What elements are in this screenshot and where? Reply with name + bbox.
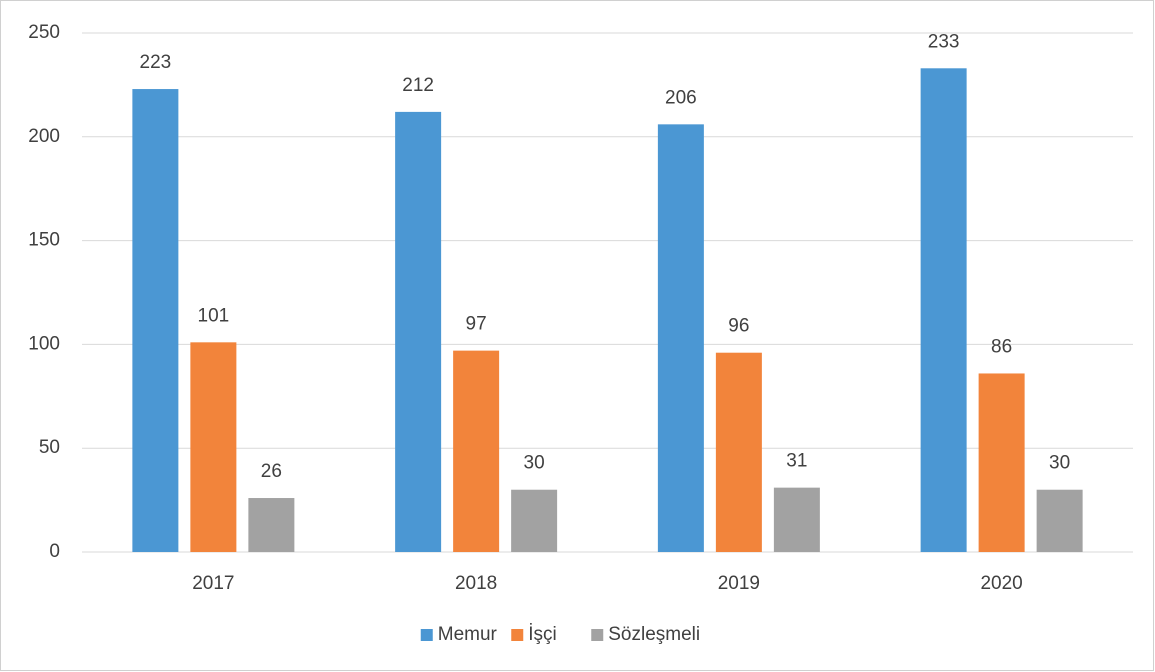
data-label: 233 (928, 31, 960, 52)
x-tick-label: 2018 (455, 573, 497, 594)
data-label: 26 (261, 461, 282, 482)
legend-label: Memur (438, 624, 498, 645)
data-label: 86 (991, 336, 1012, 357)
data-label: 212 (402, 75, 434, 96)
x-tick-label: 2019 (718, 573, 760, 594)
legend-swatch (591, 629, 604, 641)
x-tick-label: 2017 (192, 573, 234, 594)
y-tick-label: 150 (28, 230, 60, 251)
bar (715, 352, 762, 552)
data-label: 31 (786, 451, 807, 472)
y-tick-label: 250 (28, 22, 60, 43)
data-label: 101 (198, 305, 230, 326)
legend-swatch (420, 629, 433, 641)
legend-swatch (511, 629, 524, 641)
bar (248, 498, 295, 552)
data-label: 96 (728, 316, 749, 337)
y-tick-label: 0 (49, 541, 60, 562)
bar (1036, 489, 1083, 552)
x-tick-label: 2020 (980, 573, 1022, 594)
bar (773, 487, 820, 552)
bar (978, 373, 1025, 552)
bar (920, 68, 967, 553)
bar (453, 350, 500, 552)
y-tick-label: 50 (39, 437, 60, 458)
bar (395, 111, 442, 552)
bar (190, 342, 237, 552)
data-label: 206 (665, 87, 697, 108)
legend-label: İşçi (528, 624, 557, 645)
y-tick-label: 100 (28, 333, 60, 354)
data-label: 30 (524, 453, 545, 474)
bar (657, 124, 704, 553)
bar (132, 89, 179, 552)
bar (511, 489, 558, 552)
legend-label: Sözleşmeli (608, 624, 700, 645)
data-label: 97 (466, 314, 487, 335)
data-label: 30 (1049, 453, 1070, 474)
data-label: 223 (140, 52, 172, 73)
y-tick-label: 200 (28, 126, 60, 147)
